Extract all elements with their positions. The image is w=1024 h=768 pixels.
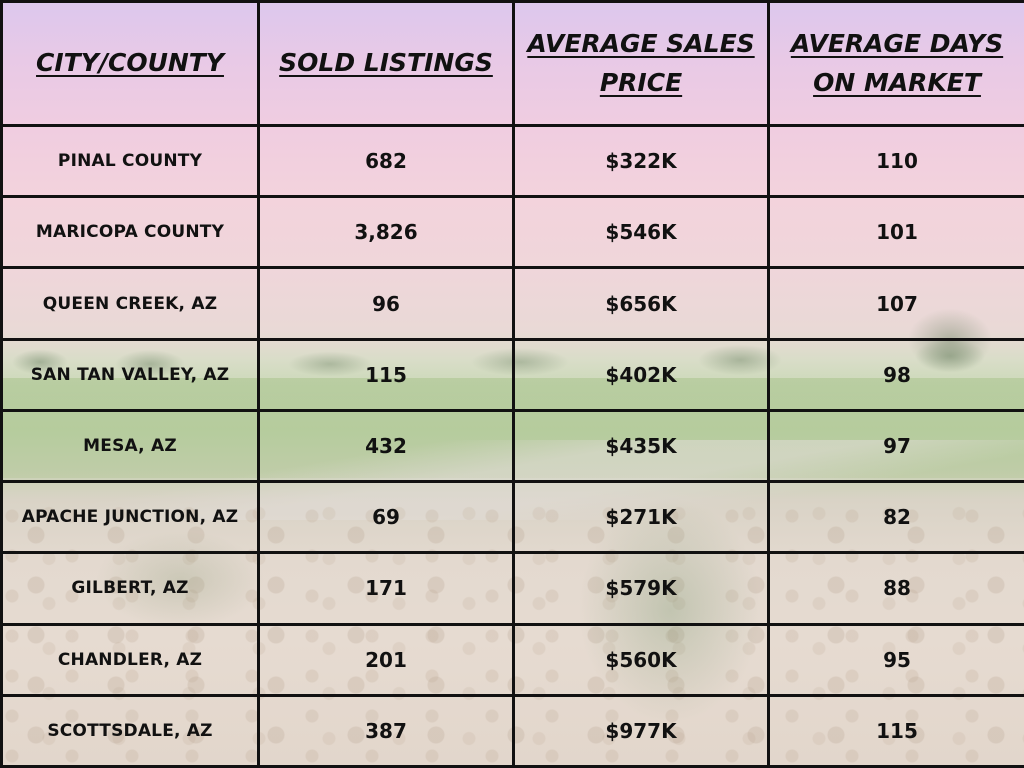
average-price-cell: $560K (512, 622, 770, 697)
table-row: GILBERT, AZ 171 $579K 88 (0, 551, 1024, 626)
sold-listings-cell: 682 (257, 123, 515, 199)
city-cell: MARICOPA COUNTY (0, 195, 260, 270)
table-row: PINAL COUNTY 682 $322K 110 (0, 123, 1024, 199)
header-average-days-line2: ON MARKET (813, 67, 981, 97)
header-row: CITY/COUNTY SOLD LISTINGS AVERAGE SALES … (0, 0, 1024, 127)
header-average-sales-price: AVERAGE SALES PRICE (512, 0, 770, 127)
city-cell: APACHE JUNCTION, AZ (0, 480, 260, 555)
sold-listings-cell: 432 (257, 408, 515, 484)
average-days-cell: 98 (767, 337, 1024, 412)
table-row: MARICOPA COUNTY 3,826 $546K 101 (0, 195, 1024, 270)
average-price-cell: $402K (512, 337, 770, 412)
average-price-cell: $977K (512, 693, 770, 768)
header-average-sales-price-line2: PRICE (599, 67, 683, 97)
average-price-cell: $435K (512, 408, 770, 484)
city-cell: GILBERT, AZ (0, 551, 260, 626)
sold-listings-cell: 115 (257, 337, 515, 412)
average-days-cell: 95 (767, 622, 1024, 697)
average-price-cell: $656K (512, 266, 770, 341)
sold-listings-cell: 201 (257, 622, 515, 697)
header-average-days-line1: AVERAGE DAYS (790, 28, 1004, 58)
table-row: SAN TAN VALLEY, AZ 115 $402K 98 (0, 337, 1024, 412)
city-cell: PINAL COUNTY (0, 123, 260, 199)
table-row: CHANDLER, AZ 201 $560K 95 (0, 622, 1024, 697)
sold-listings-cell: 387 (257, 693, 515, 768)
average-days-cell: 88 (767, 551, 1024, 626)
city-cell: SCOTTSDALE, AZ (0, 693, 260, 768)
average-price-cell: $271K (512, 480, 770, 555)
city-cell: QUEEN CREEK, AZ (0, 266, 260, 341)
sold-listings-cell: 3,826 (257, 195, 515, 270)
city-cell: CHANDLER, AZ (0, 622, 260, 697)
average-days-cell: 115 (767, 693, 1024, 768)
average-days-cell: 97 (767, 408, 1024, 484)
table-row: APACHE JUNCTION, AZ 69 $271K 82 (0, 480, 1024, 555)
average-price-cell: $579K (512, 551, 770, 626)
header-sold-listings: SOLD LISTINGS (257, 0, 515, 127)
table-row: SCOTTSDALE, AZ 387 $977K 115 (0, 693, 1024, 768)
average-days-cell: 101 (767, 195, 1024, 270)
average-days-cell: 110 (767, 123, 1024, 199)
sold-listings-cell: 69 (257, 480, 515, 555)
city-cell: MESA, AZ (0, 408, 260, 484)
header-average-days-on-market: AVERAGE DAYS ON MARKET (767, 0, 1024, 127)
sold-listings-cell: 171 (257, 551, 515, 626)
table-row: MESA, AZ 432 $435K 97 (0, 408, 1024, 484)
average-price-cell: $546K (512, 195, 770, 270)
header-sold-listings-label: SOLD LISTINGS (279, 48, 493, 78)
header-city-county: CITY/COUNTY (0, 0, 260, 127)
average-days-cell: 107 (767, 266, 1024, 341)
city-cell: SAN TAN VALLEY, AZ (0, 337, 260, 412)
header-average-sales-price-line1: AVERAGE SALES (527, 28, 755, 58)
sold-listings-cell: 96 (257, 266, 515, 341)
average-price-cell: $322K (512, 123, 770, 199)
average-days-cell: 82 (767, 480, 1024, 555)
header-city-county-label: CITY/COUNTY (36, 48, 224, 78)
table-row: QUEEN CREEK, AZ 96 $656K 107 (0, 266, 1024, 341)
